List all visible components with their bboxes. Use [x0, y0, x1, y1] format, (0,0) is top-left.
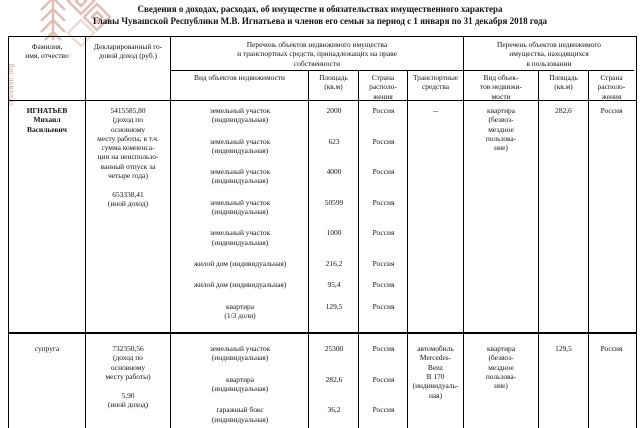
header-owned-group: Перечень объектов недвижимого имущества …	[171, 37, 464, 70]
property-type: земельный участок (индивидуальная)	[209, 167, 271, 186]
property-area: 623	[328, 136, 340, 146]
property-area: 95,4	[327, 280, 341, 290]
declaration-table: Фамилия, имя, отчество Декларированный г…	[8, 36, 637, 428]
use-property-area: 282,6	[539, 101, 589, 333]
header-owned-area: Площадь (кв.м)	[309, 70, 359, 100]
declared-income: 5415585,80 (доход по основному месту раб…	[86, 101, 171, 333]
property-country: Россия	[372, 106, 395, 115]
title-line-2: Главы Чувашской Республики М.В. Игнатьев…	[93, 15, 547, 26]
header-full-name: Фамилия, имя, отчество	[9, 37, 86, 100]
property-type: земельный участок (индивидуальная)	[209, 228, 271, 247]
person-row: ИГНАТЬЕВ Михаил Васильевич 5415585,80 (до…	[9, 101, 636, 335]
property-type: земельный участок (индивидуальная)	[209, 136, 271, 155]
use-property-country: Россия	[600, 106, 623, 115]
use-property-type: квартира (безвоз- мездное пользова- ние)	[464, 101, 539, 333]
header-declared-income: Декларированный го- довой доход (руб.)	[86, 37, 171, 100]
property-area: 282,6	[325, 374, 343, 384]
property-type: земельный участок (индивидуальная)	[209, 106, 271, 125]
property-area: 2000	[326, 106, 342, 115]
property-area: 1000	[326, 228, 342, 238]
title-line-1: Сведения о доходах, расходах, об имущест…	[137, 4, 503, 14]
header-use-property-type: Вид объек- тов недвижи- мости	[464, 70, 539, 100]
table-header: Фамилия, имя, отчество Декларированный г…	[9, 37, 636, 101]
property-country: Россия	[372, 228, 395, 238]
header-use-group: Перечень объектов недвижимого имущества,…	[497, 40, 601, 68]
property-type: квартира (индивидуальная)	[211, 374, 269, 394]
property-type: земельный участок (индивидуальная)	[209, 197, 271, 217]
owned-properties: земельный участок (индивидуальная) 25300 Р…	[171, 334, 408, 428]
property-country: Россия	[372, 344, 395, 354]
property-type: земельный участок (индивидуальная)	[209, 344, 271, 363]
declared-income: 732350,56 (доход по основному месту рабо…	[86, 334, 171, 428]
header-use-area: Площадь (кв.м)	[539, 70, 589, 100]
use-property-country: Россия	[600, 344, 623, 354]
header-transport: Транспортные средства	[408, 70, 464, 100]
property-country: Россия	[372, 374, 395, 384]
property-area: 4000	[326, 167, 342, 177]
property-area: 50599	[324, 197, 344, 207]
table-body: ИГНАТЬЕВ Михаил Васильевич 5415585,80 (до…	[9, 101, 636, 428]
property-area: 129,5	[325, 301, 343, 311]
property-type: гаражный бокс (индивидуальная)	[211, 405, 269, 424]
transport-vehicles: автомобиль Mercedes- Benz В 170 (индивид…	[408, 334, 464, 428]
person-row: супруга 732350,56 (доход по основному мес…	[9, 334, 636, 428]
property-area: 36,2	[327, 405, 341, 415]
chuvash-ornament-icon	[40, 0, 112, 48]
property-area: 216,2	[325, 258, 343, 268]
use-property-type: квартира (безвоз- мездное пользова- ние)	[464, 334, 539, 428]
property-country: Россия	[372, 405, 395, 415]
transport-vehicles: --	[408, 101, 464, 333]
page-title: Сведения о доходах, расходах, об имущест…	[0, 4, 640, 27]
property-country: Россия	[372, 136, 395, 146]
owned-properties: земельный участок (индивидуальная) 2000 Ро…	[171, 101, 408, 333]
person-name: ИГНАТЬЕВ Михаил Васильевич	[9, 101, 86, 333]
header-owned-property-type: Вид объектов недвижимости	[171, 70, 309, 100]
property-country: Россия	[372, 280, 395, 290]
property-area: 25300	[324, 344, 344, 354]
header-owned-country: Страна располо- жения	[359, 70, 408, 100]
header-use-country: Страна располо- жения	[589, 70, 634, 100]
property-country: Россия	[372, 167, 395, 177]
person-name: супруга	[9, 334, 86, 428]
property-type: жилой дом (индивидуальная)	[193, 280, 287, 290]
property-country: Россия	[372, 197, 395, 207]
property-country: Россия	[372, 258, 395, 268]
property-country: Россия	[372, 301, 395, 311]
property-type: жилой дом (индивидуальная)	[193, 258, 287, 268]
use-property-area: 129,5	[539, 334, 589, 428]
property-type: квартира (1/3 доли)	[224, 301, 256, 320]
